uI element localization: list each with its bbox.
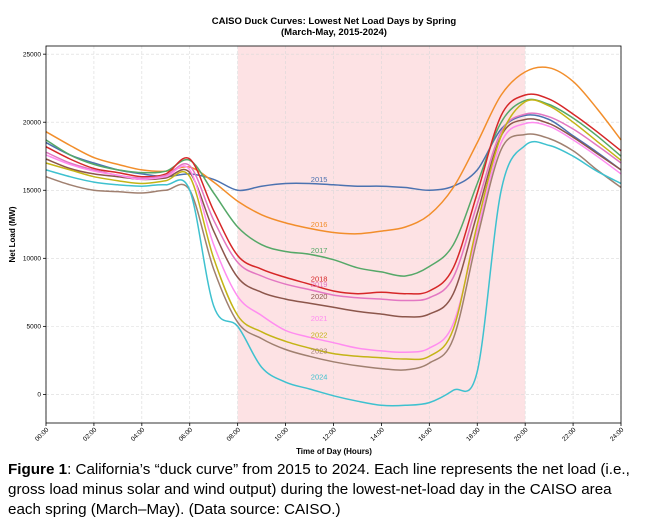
y-tick-label: 20000 [23, 120, 41, 127]
series-label-2023: 2023 [311, 347, 328, 356]
x-tick-label: 24:00 [609, 426, 626, 443]
figure-caption: Figure 1: California’s “duck curve” from… [8, 460, 648, 520]
series-label-2022: 2022 [311, 330, 328, 339]
series-label-2016: 2016 [311, 220, 328, 229]
x-tick-label: 00:00 [34, 426, 51, 443]
series-line-2021 [45, 121, 622, 354]
x-tick-label: 04:00 [130, 426, 147, 443]
series-line-2018 [45, 93, 622, 295]
y-tick-label: 5000 [27, 324, 42, 331]
y-tick-label: 10000 [23, 256, 41, 263]
series-line-2019 [45, 112, 622, 302]
x-tick-label: 08:00 [226, 426, 243, 443]
series-line-2022 [45, 99, 622, 361]
caption-label: Figure 1 [8, 461, 68, 478]
series-line-2024 [45, 140, 622, 407]
chart-title: CAISO Duck Curves: Lowest Net Load Days … [212, 16, 457, 27]
x-tick-label: 20:00 [513, 426, 530, 443]
caption-text: : California’s “duck curve” from 2015 to… [8, 461, 630, 518]
y-tick-label: 25000 [23, 51, 41, 58]
duck-curve-chart: CAISO Duck Curves: Lowest Net Load Days … [8, 16, 626, 456]
series-label-2015: 2015 [311, 175, 328, 184]
x-tick-label: 22:00 [561, 426, 578, 443]
chart-subtitle: (March-May, 2015-2024) [281, 27, 387, 38]
x-tick-label: 10:00 [274, 426, 291, 443]
x-tick-label: 18:00 [465, 426, 482, 443]
series-line-2015 [45, 114, 622, 192]
y-tick-label: 15000 [23, 188, 41, 195]
series-line-2016 [45, 66, 622, 235]
x-tick-label: 14:00 [369, 426, 386, 443]
x-tick-label: 02:00 [82, 426, 99, 443]
x-axis-label: Time of Day (Hours) [296, 447, 372, 456]
y-axis-label: Net Load (MW) [8, 206, 17, 262]
series-label-2024: 2024 [311, 372, 328, 381]
series-line-2017 [45, 98, 622, 277]
series-label-2021: 2021 [311, 314, 328, 323]
x-tick-label: 16:00 [417, 426, 434, 443]
x-tick-label: 12:00 [321, 426, 338, 443]
series-label-2019: 2019 [311, 280, 328, 289]
x-tick-label: 06:00 [178, 426, 195, 443]
series-label-2017: 2017 [311, 246, 328, 255]
series-label-2018: 2018 [311, 274, 328, 283]
series-line-2023 [45, 133, 622, 371]
series-label-2020: 2020 [311, 292, 328, 301]
y-tick-label: 0 [37, 392, 41, 399]
